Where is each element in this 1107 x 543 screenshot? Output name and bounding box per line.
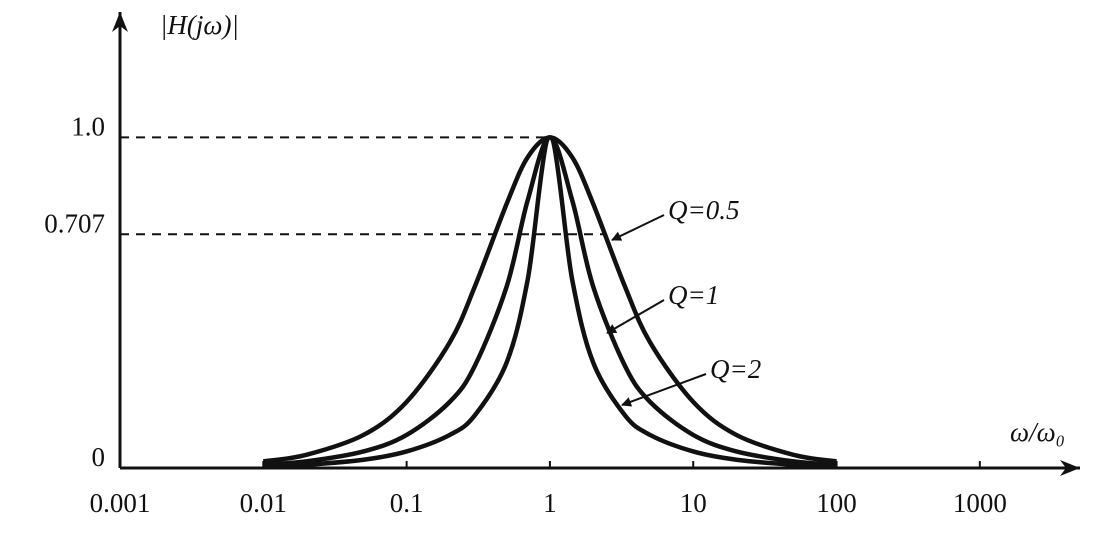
annotation-arrow: [606, 299, 665, 334]
curve: [263, 135, 837, 467]
y-tick-label: 0.707: [44, 208, 105, 238]
y-tick-label: 1.0: [71, 112, 105, 142]
x-tick-label: 0.1: [390, 488, 424, 518]
x-tick-label: 1: [543, 488, 557, 518]
x-tick-label: 1000: [953, 488, 1007, 518]
x-tick-label: 0.001: [90, 488, 151, 518]
annotation-arrow: [611, 214, 665, 241]
x-tick-label: 10: [680, 488, 707, 518]
y-tick-label: 0: [92, 442, 106, 472]
series-label: Q=1: [668, 280, 719, 310]
curve: [262, 135, 837, 464]
y-axis-label: |H(jω)|: [160, 10, 239, 40]
series-label: Q=2: [710, 354, 761, 384]
x-axis-label: ω/ω₀: [1010, 417, 1065, 447]
curve: [263, 135, 837, 469]
annotation-arrow: [621, 373, 707, 407]
x-tick-label: 100: [816, 488, 857, 518]
series-label: Q=0.5: [668, 195, 739, 225]
x-tick-label: 0.01: [240, 488, 287, 518]
